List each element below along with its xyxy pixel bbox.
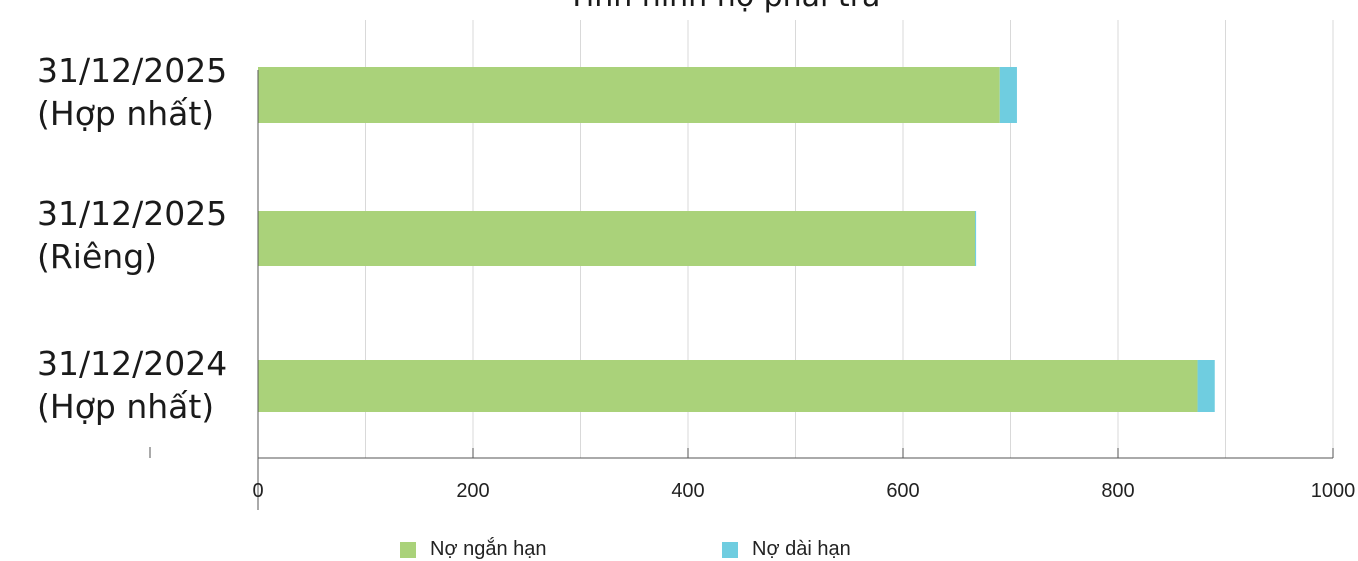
legend-swatch (722, 541, 738, 558)
x-tick-label: 600 (886, 480, 919, 502)
category-label: (Hợp nhất) (37, 387, 214, 426)
x-tick-label: 400 (671, 480, 704, 502)
bar-segment-long-term (999, 67, 1017, 123)
x-tick-label: 1000 (1311, 480, 1356, 502)
category-label: 31/12/2025 (37, 194, 227, 233)
category-label: 31/12/2024 (37, 344, 227, 383)
legend-swatch (400, 541, 416, 558)
bar-segment-short-term (258, 360, 1198, 412)
legend-item: Nợ ngắn hạn (400, 538, 547, 561)
bar-segment-short-term (258, 211, 976, 266)
bar-segment-long-term (975, 211, 977, 266)
legend-item: Nợ dài hạn (722, 538, 851, 561)
x-tick-label: 200 (456, 480, 489, 502)
chart-title: Tình hình nợ phải trả (567, 0, 881, 14)
category-label: (Riêng) (37, 237, 157, 276)
category-label: 31/12/2025 (37, 51, 227, 90)
bar-segment-long-term (1197, 360, 1215, 412)
x-axis: 0 200 400 600 800 1000 (149, 70, 1356, 510)
legend-label: Nợ dài hạn (752, 538, 851, 560)
bar-segment-short-term (258, 67, 1000, 123)
bars (258, 67, 1215, 412)
x-tick-label: 800 (1101, 480, 1134, 502)
category-labels: 31/12/2025 (Hợp nhất) 31/12/2025 (Riêng) 31/… (37, 51, 227, 426)
category-label: (Hợp nhất) (37, 94, 214, 133)
legend-label: Nợ ngắn hạn (430, 538, 547, 560)
x-tick-label: 0 (252, 480, 263, 502)
